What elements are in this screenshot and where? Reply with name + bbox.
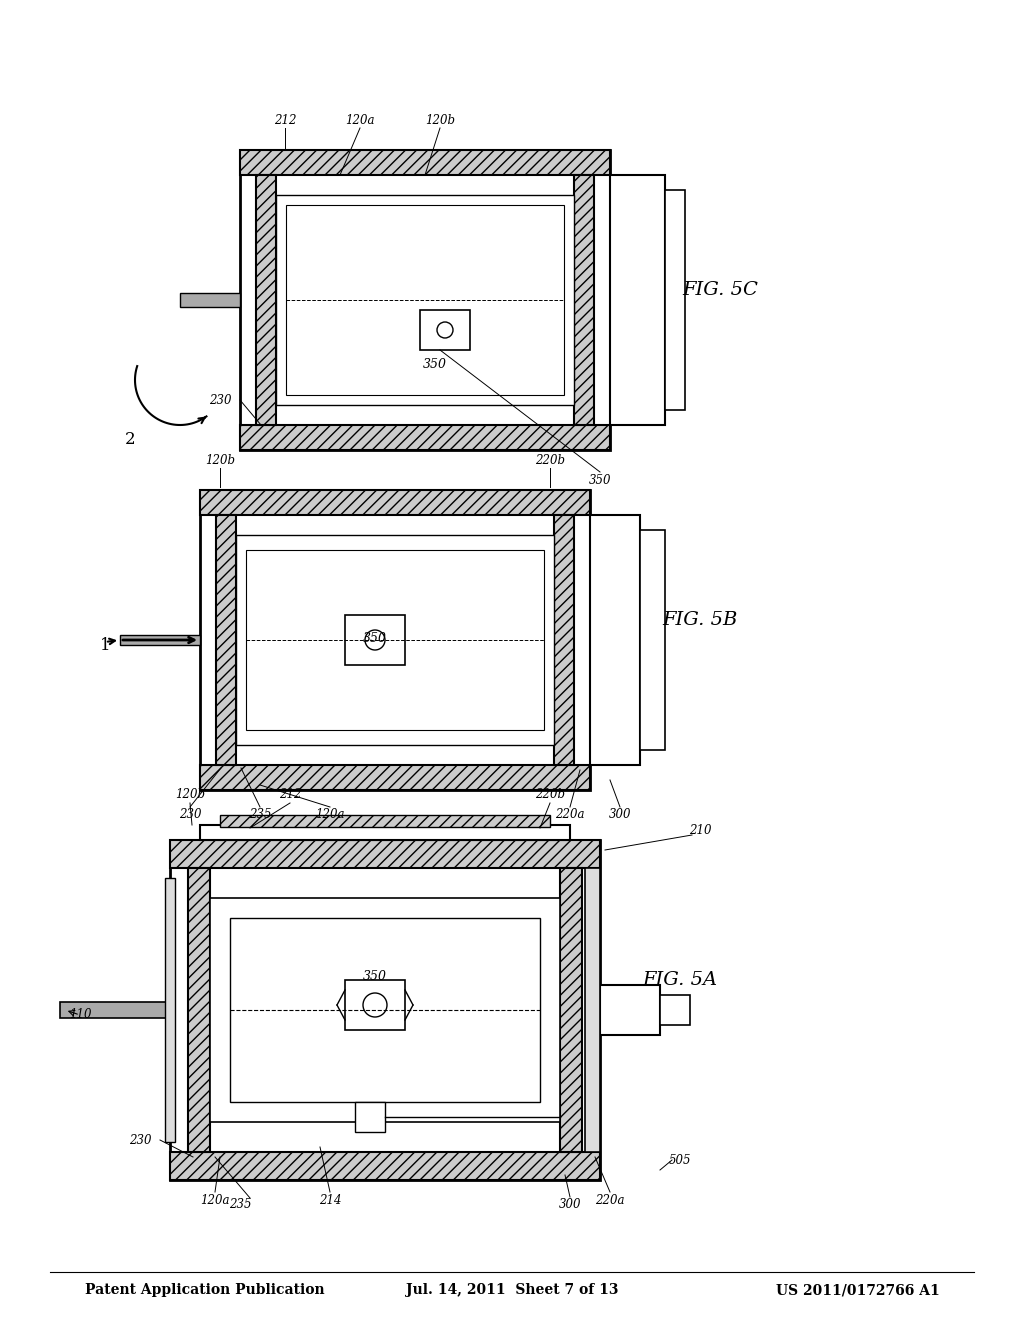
Bar	[170, 1152, 600, 1180]
Bar	[345, 979, 406, 1030]
Bar	[200, 766, 590, 789]
Bar	[610, 176, 665, 425]
Bar	[355, 1102, 385, 1133]
Text: 210: 210	[689, 824, 712, 837]
Bar	[216, 515, 236, 766]
Bar	[590, 515, 640, 766]
Bar	[230, 917, 540, 1102]
Bar	[246, 550, 544, 730]
Text: 2: 2	[125, 432, 135, 449]
Bar	[188, 869, 210, 1152]
Text: Patent Application Publication: Patent Application Publication	[85, 1283, 325, 1298]
Text: 220b: 220b	[535, 788, 565, 801]
Bar	[585, 869, 600, 1152]
Bar	[560, 869, 582, 1152]
Bar	[554, 515, 574, 766]
Text: 212: 212	[279, 788, 301, 801]
Text: 350: 350	[423, 359, 447, 371]
Bar	[236, 535, 554, 744]
Bar	[574, 176, 594, 425]
Text: 120a: 120a	[201, 1193, 229, 1206]
Bar	[210, 898, 560, 1122]
Text: 120b: 120b	[205, 454, 234, 466]
Bar	[240, 150, 610, 450]
Text: 230: 230	[179, 808, 202, 821]
Text: 220a: 220a	[595, 1193, 625, 1206]
Text: 350: 350	[589, 474, 611, 487]
Text: 110: 110	[69, 1008, 91, 1022]
Text: 120a: 120a	[345, 114, 375, 127]
Bar	[286, 205, 564, 395]
Text: 300: 300	[559, 1199, 582, 1212]
Bar	[60, 1002, 170, 1018]
Text: FIG. 5B: FIG. 5B	[663, 611, 737, 630]
Bar	[600, 985, 660, 1035]
Text: 235: 235	[228, 1199, 251, 1212]
Bar	[180, 293, 240, 308]
Bar	[220, 814, 550, 828]
Text: 1: 1	[99, 636, 111, 653]
Text: Jul. 14, 2011  Sheet 7 of 13: Jul. 14, 2011 Sheet 7 of 13	[406, 1283, 618, 1298]
Text: 350: 350	[362, 631, 387, 644]
Text: 120a: 120a	[315, 808, 345, 821]
Bar	[256, 176, 276, 425]
Text: 120b: 120b	[175, 788, 205, 801]
Text: FIG. 5C: FIG. 5C	[682, 281, 758, 300]
Bar	[200, 825, 570, 840]
Bar	[640, 531, 665, 750]
Bar	[170, 840, 600, 1180]
Text: 350: 350	[362, 970, 387, 983]
Text: 214: 214	[318, 1193, 341, 1206]
Bar	[120, 635, 200, 645]
Bar	[660, 995, 690, 1026]
Text: 230: 230	[209, 393, 231, 407]
Text: 220b: 220b	[535, 454, 565, 466]
Bar	[240, 150, 610, 176]
Text: US 2011/0172766 A1: US 2011/0172766 A1	[776, 1283, 940, 1298]
Bar	[345, 615, 406, 665]
Text: 230: 230	[129, 1134, 152, 1147]
Text: 120b: 120b	[425, 114, 455, 127]
Text: 300: 300	[608, 808, 631, 821]
Text: 220a: 220a	[555, 808, 585, 821]
Bar	[665, 190, 685, 411]
Bar	[240, 425, 610, 450]
Bar	[170, 840, 600, 869]
Bar	[276, 195, 574, 405]
Text: FIG. 5A: FIG. 5A	[642, 972, 718, 989]
Text: 235: 235	[249, 808, 271, 821]
Bar	[420, 310, 470, 350]
Text: 212: 212	[273, 114, 296, 127]
Bar	[200, 490, 590, 515]
Bar	[165, 878, 175, 1142]
Bar	[200, 490, 590, 789]
Text: 505: 505	[669, 1154, 691, 1167]
